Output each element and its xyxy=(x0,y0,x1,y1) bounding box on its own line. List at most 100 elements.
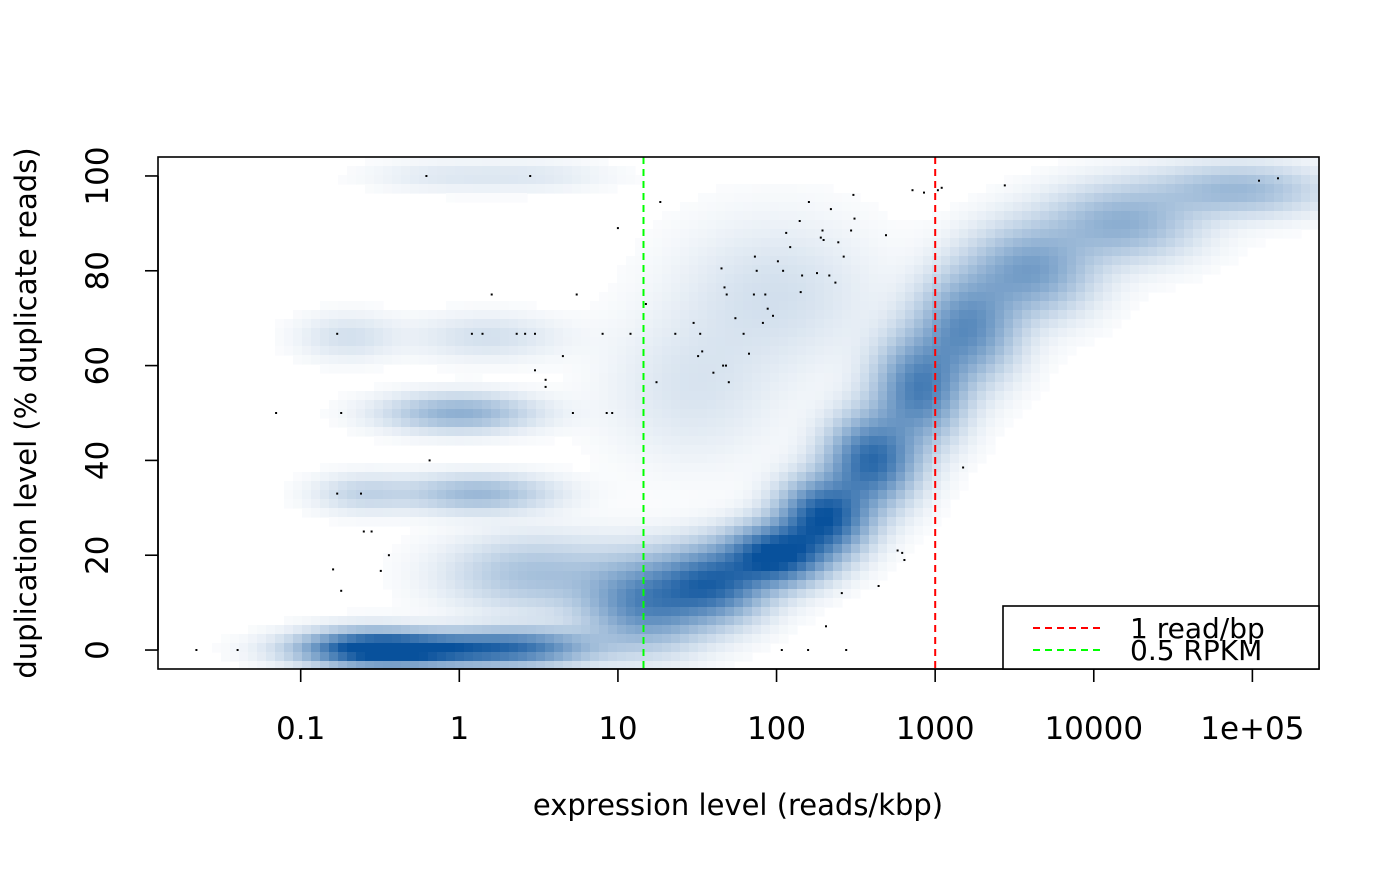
density-cell xyxy=(734,544,744,554)
density-cell xyxy=(977,436,987,446)
density-cell xyxy=(293,634,303,644)
density-cell xyxy=(401,409,411,419)
density-cell xyxy=(806,274,816,284)
density-cell xyxy=(527,391,537,401)
density-cell xyxy=(806,247,816,257)
density-cell xyxy=(950,355,960,365)
density-cell xyxy=(374,157,384,167)
density-cell xyxy=(275,346,285,356)
density-cell xyxy=(815,580,825,590)
density-cell xyxy=(401,571,411,581)
density-cell xyxy=(410,544,420,554)
density-cell xyxy=(905,454,915,464)
density-cell xyxy=(626,391,636,401)
density-cell xyxy=(590,418,600,428)
density-cell xyxy=(923,238,933,248)
density-cell xyxy=(1031,310,1041,320)
density-cell xyxy=(374,436,384,446)
density-cell xyxy=(446,166,456,176)
density-cell xyxy=(1031,328,1041,338)
density-cell xyxy=(815,310,825,320)
density-cell xyxy=(518,526,528,536)
density-cell xyxy=(797,616,807,626)
density-cell xyxy=(518,310,528,320)
density-cell xyxy=(968,400,978,410)
density-cell xyxy=(644,526,654,536)
density-cell xyxy=(707,625,717,635)
density-cell xyxy=(1148,265,1158,275)
density-cell xyxy=(779,337,789,347)
density-cell xyxy=(536,328,546,338)
density-cell xyxy=(563,481,573,491)
density-cell xyxy=(563,400,573,410)
density-cell xyxy=(1202,175,1212,185)
density-cell xyxy=(1139,229,1149,239)
density-cell xyxy=(779,571,789,581)
density-cell xyxy=(482,553,492,563)
density-cell xyxy=(545,499,555,509)
density-cell xyxy=(455,301,465,311)
density-cell xyxy=(590,553,600,563)
density-cell xyxy=(860,319,870,329)
density-cell xyxy=(797,553,807,563)
density-cell xyxy=(302,643,312,653)
density-cell xyxy=(392,580,402,590)
density-cell xyxy=(716,391,726,401)
density-cell xyxy=(1193,157,1203,167)
density-cell xyxy=(437,616,447,626)
density-cell xyxy=(1103,220,1113,230)
density-cell xyxy=(914,445,924,455)
density-cell xyxy=(1112,220,1122,230)
density-cell xyxy=(941,328,951,338)
density-cell xyxy=(662,598,672,608)
density-cell xyxy=(536,607,546,617)
density-cell xyxy=(1202,229,1212,239)
density-cell xyxy=(473,364,483,374)
density-cell xyxy=(392,337,402,347)
density-cell xyxy=(554,499,564,509)
density-cell xyxy=(617,319,627,329)
density-cell xyxy=(1031,373,1041,383)
density-cell xyxy=(851,535,861,545)
density-cell xyxy=(1040,346,1050,356)
density-cell xyxy=(509,616,519,626)
density-cell xyxy=(482,598,492,608)
density-cell xyxy=(311,472,321,482)
density-cell xyxy=(851,589,861,599)
density-cell xyxy=(950,445,960,455)
density-cell xyxy=(671,229,681,239)
density-cell xyxy=(1265,166,1275,176)
density-cell xyxy=(752,535,762,545)
density-cell xyxy=(410,580,420,590)
density-cell xyxy=(716,274,726,284)
outlier-point xyxy=(388,554,390,556)
density-cell xyxy=(716,319,726,329)
outlier-point xyxy=(529,175,531,177)
density-cell xyxy=(959,265,969,275)
density-cell xyxy=(986,283,996,293)
density-cell xyxy=(716,445,726,455)
density-cell xyxy=(725,490,735,500)
density-cell xyxy=(626,337,636,347)
density-cell xyxy=(995,355,1005,365)
density-cell xyxy=(518,193,528,203)
density-cell xyxy=(509,643,519,653)
density-cell xyxy=(473,328,483,338)
density-cell xyxy=(419,310,429,320)
density-cell xyxy=(1094,319,1104,329)
density-cell xyxy=(1301,175,1311,185)
density-cell xyxy=(725,571,735,581)
density-cell xyxy=(518,517,528,527)
density-cell xyxy=(842,319,852,329)
density-cell xyxy=(1031,193,1041,203)
density-cell xyxy=(338,490,348,500)
density-cell xyxy=(680,562,690,572)
density-cell xyxy=(626,301,636,311)
density-cell xyxy=(770,364,780,374)
density-cell xyxy=(527,319,537,329)
density-cell xyxy=(869,400,879,410)
density-cell xyxy=(896,292,906,302)
density-cell xyxy=(707,391,717,401)
density-cell xyxy=(581,418,591,428)
density-cell xyxy=(914,256,924,266)
